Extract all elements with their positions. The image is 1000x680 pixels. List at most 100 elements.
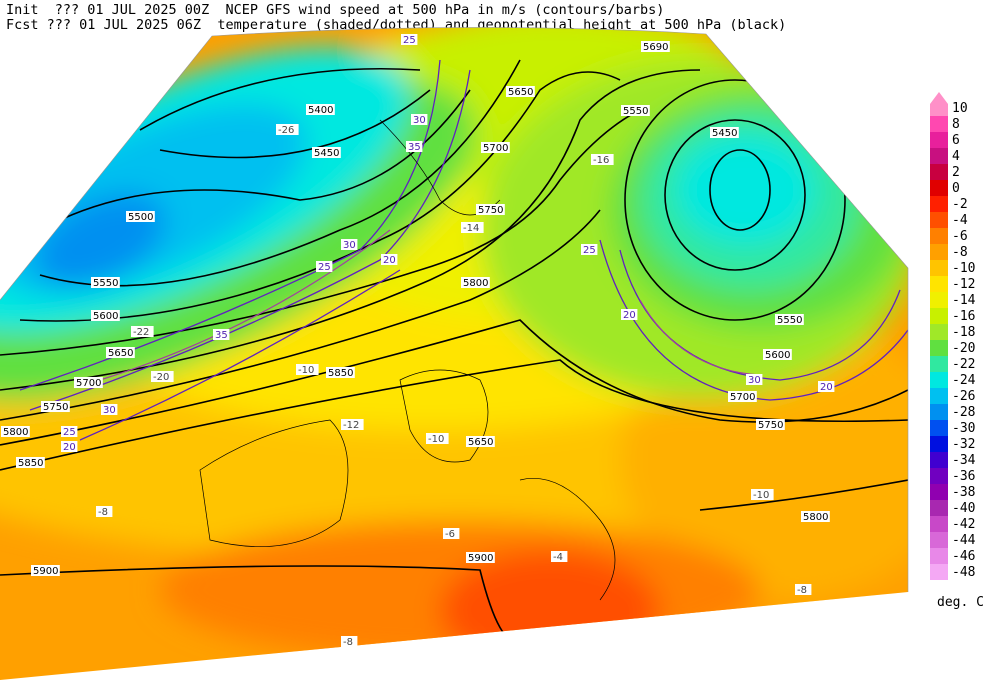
label-bg: [581, 244, 598, 255]
label-bg: [91, 310, 120, 321]
label-bg: [801, 511, 830, 522]
contour-label: -8: [98, 507, 108, 518]
label-bg: [763, 349, 792, 360]
label-bg: [316, 261, 333, 272]
colorbar-box: [930, 324, 948, 340]
contour-label: 5900: [468, 553, 493, 564]
contour-label: 5650: [108, 348, 133, 359]
label-bg: [621, 309, 638, 320]
colorbar-box: [930, 548, 948, 564]
colorbar-label: 4: [952, 149, 960, 164]
label-bg: [756, 419, 785, 430]
colorbar-label: 8: [952, 117, 960, 132]
contour-label: 5850: [18, 458, 43, 469]
colorbar-label: -22: [952, 357, 975, 372]
contour-label: -16: [593, 155, 609, 166]
contour-label: -8: [797, 585, 807, 596]
contour-label: 5500: [128, 212, 153, 223]
colorbar-box: [930, 292, 948, 308]
header-line: Init ??? 01 JUL 2025 00Z NCEP GFS wind s…: [6, 2, 664, 18]
colorbar-label: -16: [952, 309, 975, 324]
contour-label: 30: [413, 115, 426, 126]
contour-label: 5650: [508, 87, 533, 98]
label-bg: [443, 528, 460, 539]
label-bg: [426, 433, 449, 444]
colorbar-box: [930, 564, 948, 580]
contour-label: -22: [133, 327, 149, 338]
colorbar-label: -20: [952, 341, 975, 356]
colorbar-unit: deg. C: [937, 595, 984, 610]
label-bg: [74, 377, 103, 388]
colorbar-box: [930, 260, 948, 276]
label-bg: [411, 114, 428, 125]
contour-label: 30: [748, 375, 761, 386]
contour-label: 5550: [623, 106, 648, 117]
colorbar-label: -44: [952, 533, 976, 548]
label-bg: [306, 104, 335, 115]
colorbar-box: [930, 308, 948, 324]
contour-label: 5700: [730, 392, 755, 403]
label-bg: [461, 222, 484, 233]
label-bg: [795, 584, 812, 595]
colorbar-box: [930, 340, 948, 356]
contour-label: 5600: [765, 350, 790, 361]
label-bg: [41, 401, 70, 412]
label-bg: [126, 211, 155, 222]
colorbar-label: -34: [952, 453, 976, 468]
colorbar-label: -18: [952, 325, 975, 340]
label-bg: [96, 506, 113, 517]
label-bg: [151, 371, 174, 382]
contour-label: -10: [298, 365, 314, 376]
contour-label: 5700: [483, 143, 508, 154]
label-bg: [728, 391, 757, 402]
contour-label: 5690: [643, 42, 668, 53]
colorbar-box: [930, 500, 948, 516]
colorbar-box: [930, 116, 948, 132]
colorbar-label: -10: [952, 261, 975, 276]
colorbar-label: -42: [952, 517, 975, 532]
contour-label: 5750: [478, 205, 503, 216]
contour-label: 20: [383, 255, 396, 266]
label-bg: [775, 314, 804, 325]
contour-label: -26: [278, 125, 294, 136]
contour-label: -12: [343, 420, 359, 431]
colorbar-box: [930, 212, 948, 228]
label-bg: [91, 277, 120, 288]
contour-label: -10: [753, 490, 769, 501]
colorbar-box: [930, 180, 948, 196]
colorbar-label: -48: [952, 565, 975, 580]
map-border: [0, 27, 909, 592]
colorbar-box: [930, 372, 948, 388]
contour-label: 25: [403, 35, 416, 46]
contour-label: -10: [428, 434, 444, 445]
contour-label: 5800: [3, 427, 28, 438]
contour-label: 25: [63, 427, 76, 438]
contour-label: 5750: [758, 420, 783, 431]
colorbar-label: -28: [952, 405, 975, 420]
colorbar-label: -38: [952, 485, 975, 500]
label-bg: [551, 551, 568, 562]
contour-label: 35: [215, 330, 228, 341]
label-bg: [341, 239, 358, 250]
contour-label: -8: [343, 637, 353, 648]
contour-label: 5400: [308, 105, 333, 116]
colorbar-box: [930, 436, 948, 452]
label-bg: [106, 347, 135, 358]
contour-label: 20: [63, 442, 76, 453]
label-bg: [61, 441, 78, 452]
label-bg: [61, 426, 78, 437]
colorbar-box: [930, 420, 948, 436]
label-bg: [213, 329, 230, 340]
colorbar-label: -2: [952, 197, 968, 212]
label-bg: [621, 105, 650, 116]
label-bg: [818, 381, 835, 392]
label-bg: [710, 127, 739, 138]
colorbar-arrow: [930, 92, 948, 116]
colorbar-box: [930, 484, 948, 500]
label-bg: [16, 457, 45, 468]
label-bg: [1, 426, 30, 437]
colorbar-label: -4: [952, 213, 968, 228]
contour-label: -14: [463, 223, 479, 234]
contour-label: -20: [153, 372, 169, 383]
contour-label: 20: [623, 310, 636, 321]
